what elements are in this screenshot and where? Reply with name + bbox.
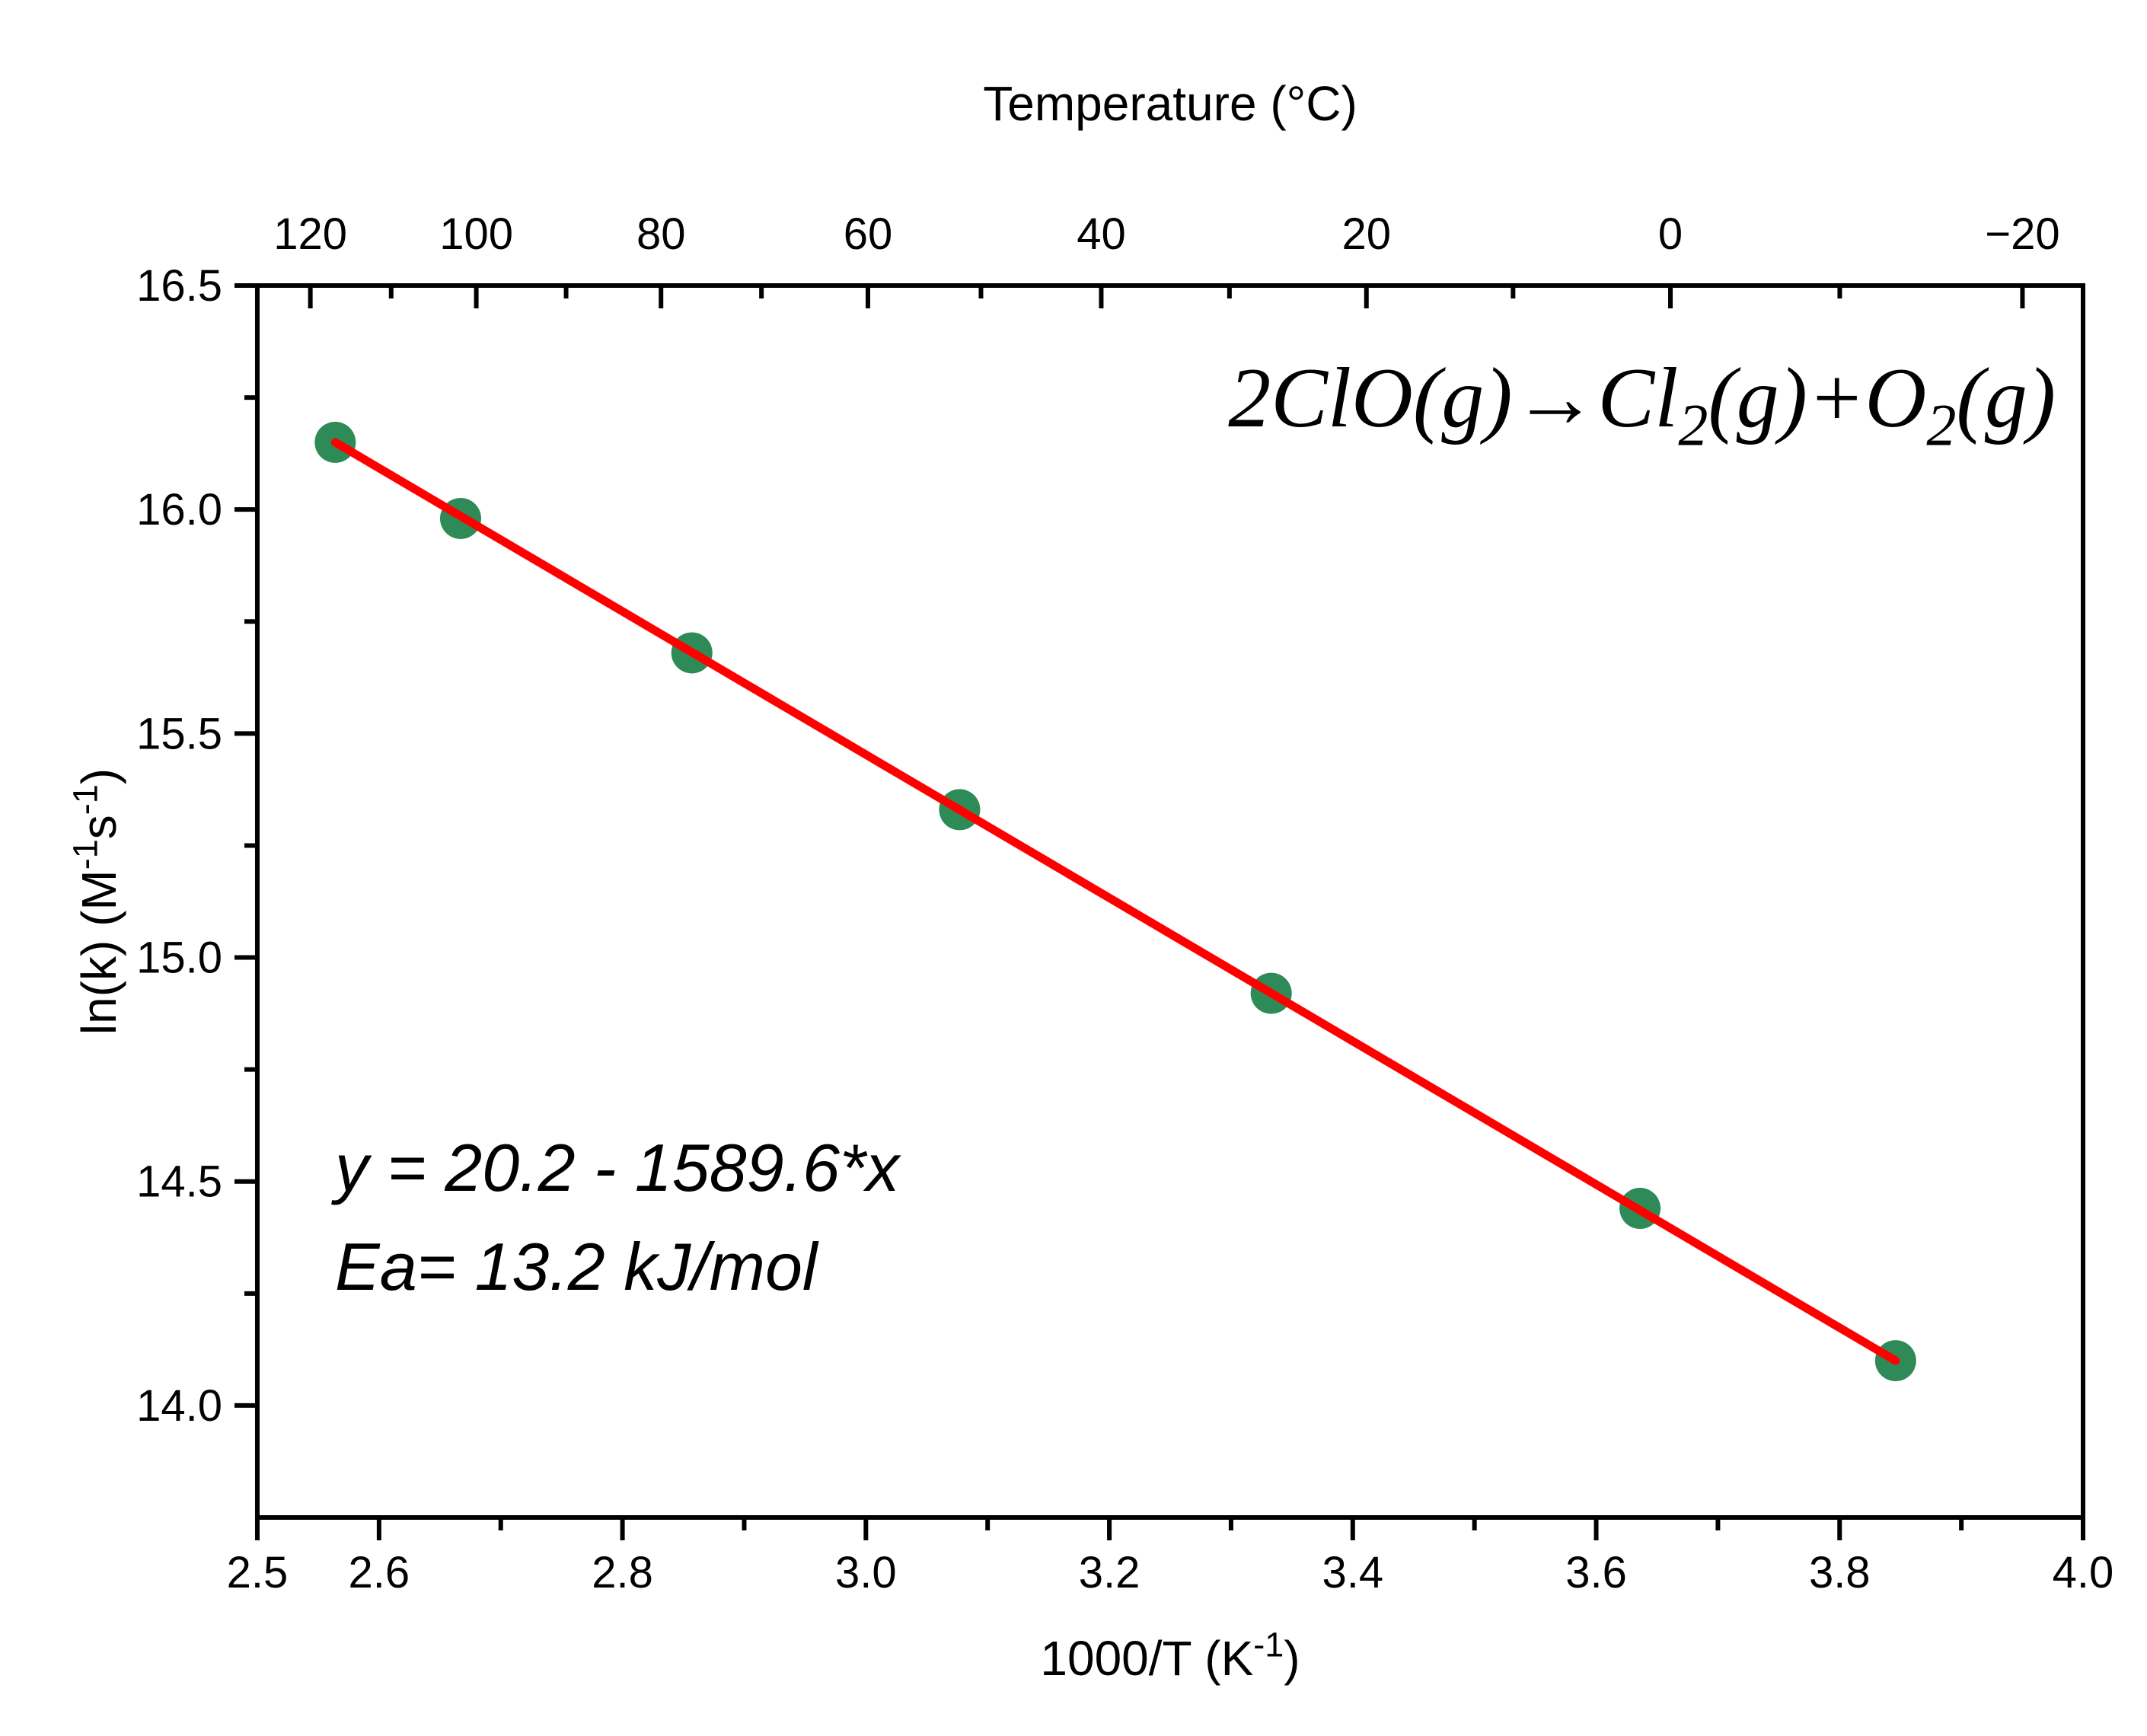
y-axis-title: ln(k) (M-1s-1) xyxy=(66,768,126,1035)
top-axis-tick-label: −20 xyxy=(1985,209,2059,259)
x-axis-title: 1000/T (K-1) xyxy=(1040,1626,1300,1686)
fit-equation-label: y = 20.2 - 1589.6*x xyxy=(335,1130,900,1205)
y-axis-tick-label: 16.0 xyxy=(136,485,222,535)
top-axis-tick-label: 100 xyxy=(439,209,513,259)
y-axis-tick-label: 15.5 xyxy=(136,709,222,758)
activation-energy-label: Ea= 13.2 kJ/mol xyxy=(335,1229,818,1304)
x-axis-tick-label: 2.6 xyxy=(349,1548,410,1597)
x-axis-tick-label: 3.4 xyxy=(1322,1548,1383,1597)
y-axis-tick-label: 16.5 xyxy=(136,261,222,311)
x-axis-tick-label: 2.8 xyxy=(592,1548,653,1597)
reaction-equation: 2ClO(g)→Cl2(g)+O2(g) xyxy=(1228,351,2056,458)
y-axis-tick-label: 15.0 xyxy=(136,933,222,983)
x-axis-tick-label: 3.2 xyxy=(1079,1548,1140,1597)
x-axis-tick-label: 3.8 xyxy=(1809,1548,1871,1597)
top-axis-tick-label: 0 xyxy=(1658,209,1683,259)
top-axis-tick-label: 60 xyxy=(844,209,893,259)
x-axis-tick-label: 2.5 xyxy=(227,1548,289,1597)
y-axis-tick-label: 14.5 xyxy=(136,1157,222,1207)
fit-line xyxy=(330,438,1900,1365)
x-axis-tick-label: 3.0 xyxy=(835,1548,897,1597)
x-axis-tick-label: 3.6 xyxy=(1565,1548,1627,1597)
top-axis-tick-label: 40 xyxy=(1077,209,1126,259)
x-axis-tick-label: 4.0 xyxy=(2053,1548,2114,1597)
plot-frame xyxy=(255,283,2085,1520)
y-axis-tick-label: 14.0 xyxy=(136,1381,222,1431)
top-axis-tick-label: 80 xyxy=(636,209,686,259)
top-axis-tick-label: 120 xyxy=(273,209,347,259)
top-axis-tick-label: 20 xyxy=(1341,209,1391,259)
top-axis-title: Temperature (°C) xyxy=(983,76,1357,131)
